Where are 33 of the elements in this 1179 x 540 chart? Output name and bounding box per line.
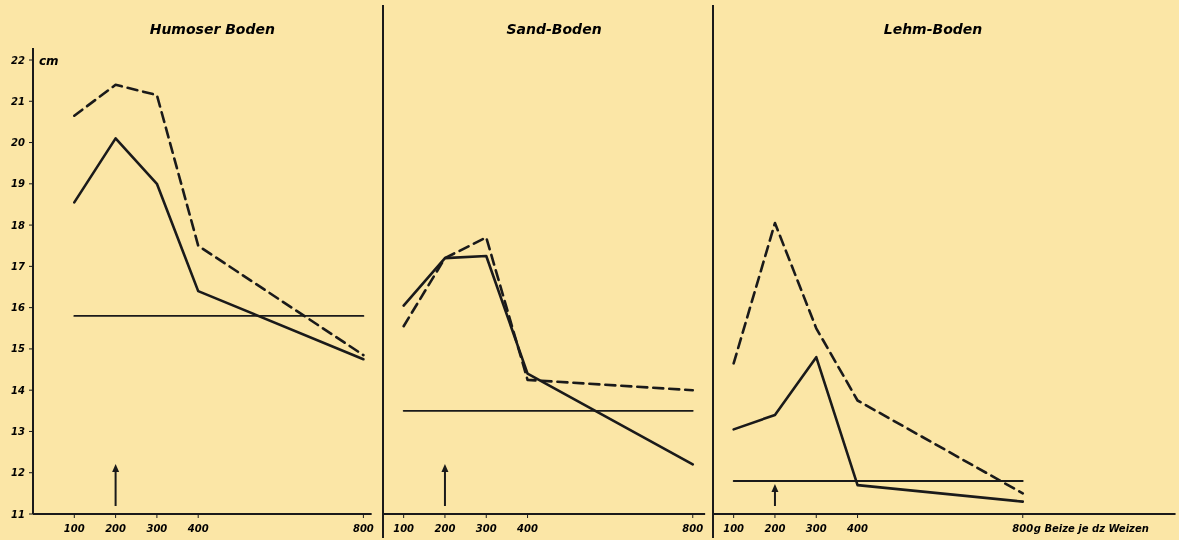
y-tick-label: 15 [11,343,26,355]
x-tick-label: 300 [805,523,827,534]
x-tick-label: 100 [393,523,415,534]
y-tick-label: 17 [11,260,26,272]
y-tick-label: 22 [11,54,26,66]
y-tick-label: 20 [11,137,26,149]
y-tick-label: 11 [11,508,25,520]
chart-title: Lehm-Boden [883,21,983,37]
y-tick-label: 21 [11,95,25,107]
x-tick-label: 300 [475,523,497,534]
y-tick-label: 18 [11,219,26,231]
x-tick-label: 800 [1012,523,1034,534]
x-tick-label: 100 [63,523,85,534]
x-tick-label: 200 [764,523,786,534]
line-series [73,83,365,357]
y-tick-label: 13 [11,425,26,437]
chart-title: Humoser Boden [149,21,275,37]
x-tick-label: 100 [723,523,745,534]
y-tick-label: 16 [11,302,26,314]
x-tick-label: 400 [186,523,209,534]
x-tick-label: 400 [516,523,539,534]
y-axis-title: cm [39,54,59,68]
x-tick-label: 400 [846,523,869,534]
x-tick-label: 800 [682,523,704,534]
x-tick-label: 200 [434,523,456,534]
x-tick-label: 800 [352,523,374,534]
y-tick-label: 14 [11,384,26,396]
y-tick-label: 19 [11,178,26,190]
x-tick-label: 200 [105,523,127,534]
x-axis-title: g Beize je dz Weizen [1033,523,1149,534]
y-tick-label: 12 [11,467,26,479]
x-tick-label: 300 [146,523,168,534]
chart-title: Sand-Boden [506,21,602,37]
